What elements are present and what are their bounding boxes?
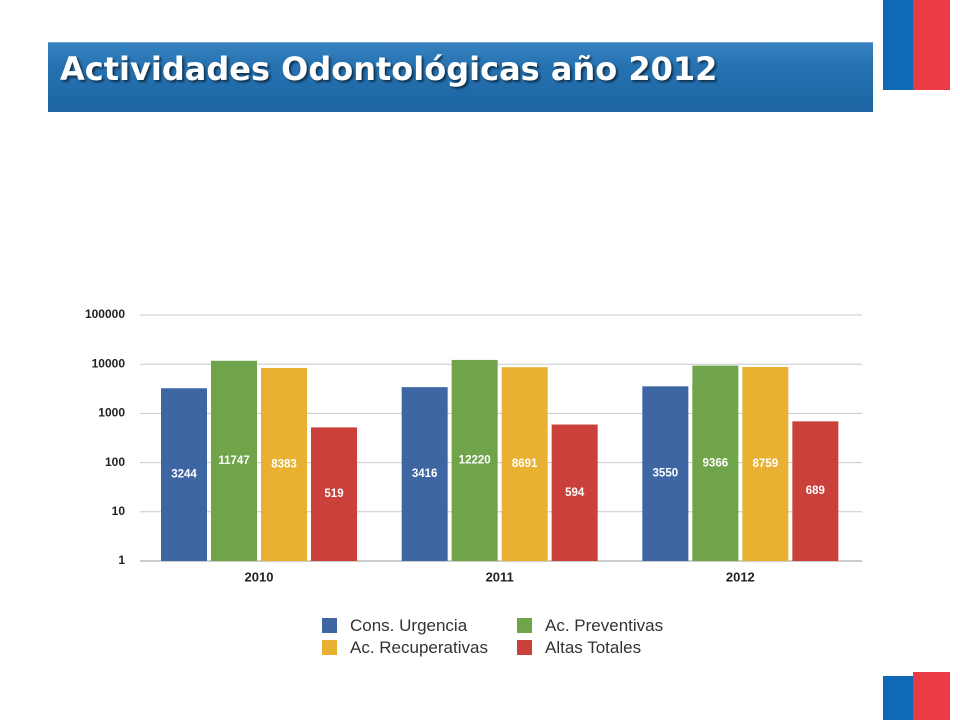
bar-value-label: 8383 [271, 459, 297, 471]
bar [551, 424, 598, 561]
flag-red-stripe-top [913, 0, 950, 90]
bar-value-label: 11747 [218, 455, 249, 467]
flag-red-stripe-bottom [913, 672, 950, 720]
bar-value-label: 519 [324, 488, 343, 500]
legend-label: Ac. Preventivas [545, 616, 664, 635]
bar [792, 421, 839, 561]
bar [261, 367, 307, 561]
bar-chart: 100000 10000 1000 100 10 1 3244 11747 8383 519 201… [85, 307, 862, 584]
bar [451, 359, 498, 561]
legend-item-ac-recuperativas: Ac. Recuperativas [322, 639, 512, 657]
legend-label: Ac. Recuperativas [350, 638, 488, 657]
flag-blue-stripe-bottom [883, 676, 913, 720]
bar [742, 367, 789, 561]
title-banner: Actividades Odontológicas año 2012 [48, 42, 873, 112]
legend-swatch [322, 640, 337, 655]
y-tick-label: 1 [118, 553, 125, 567]
bar-value-label: 3416 [412, 468, 438, 480]
slide-title: Actividades Odontológicas año 2012 [60, 50, 718, 88]
bar-value-label: 12220 [459, 454, 491, 466]
y-tick-label: 100 [105, 455, 125, 469]
bar-value-label: 9366 [703, 457, 729, 469]
y-tick-label: 1000 [98, 406, 125, 420]
bar [501, 367, 548, 561]
bar [311, 427, 357, 561]
legend-item-ac-preventivas: Ac. Preventivas [517, 617, 707, 635]
y-tick-label: 10 [112, 504, 126, 518]
legend-swatch [517, 618, 532, 633]
chart-legend: Cons. Urgencia Ac. Preventivas Ac. Recup… [322, 617, 702, 661]
y-tick-label: 10000 [92, 356, 126, 370]
bar [692, 365, 739, 561]
bar-value-label: 594 [565, 487, 585, 499]
bar-value-label: 8759 [753, 458, 779, 470]
x-category-label: 2010 [245, 569, 274, 584]
flag-blue-stripe-top [883, 0, 913, 90]
bar-value-label: 3244 [171, 469, 197, 481]
bar-value-label: 689 [806, 485, 825, 497]
bar [401, 387, 448, 561]
legend-swatch [517, 640, 532, 655]
y-tick-label: 100000 [85, 307, 125, 321]
bar [642, 386, 689, 561]
legend-label: Cons. Urgencia [350, 616, 468, 635]
bar [211, 360, 257, 561]
x-category-label: 2011 [486, 569, 514, 584]
legend-label: Altas Totales [545, 638, 642, 657]
bar-value-label: 8691 [512, 458, 538, 470]
bar-value-label: 3550 [653, 468, 679, 480]
x-category-label: 2012 [726, 569, 755, 584]
bar [161, 388, 207, 561]
legend-item-cons-urgencia: Cons. Urgencia [322, 617, 512, 635]
legend-swatch [322, 618, 337, 633]
legend-item-altas-totales: Altas Totales [517, 639, 707, 657]
